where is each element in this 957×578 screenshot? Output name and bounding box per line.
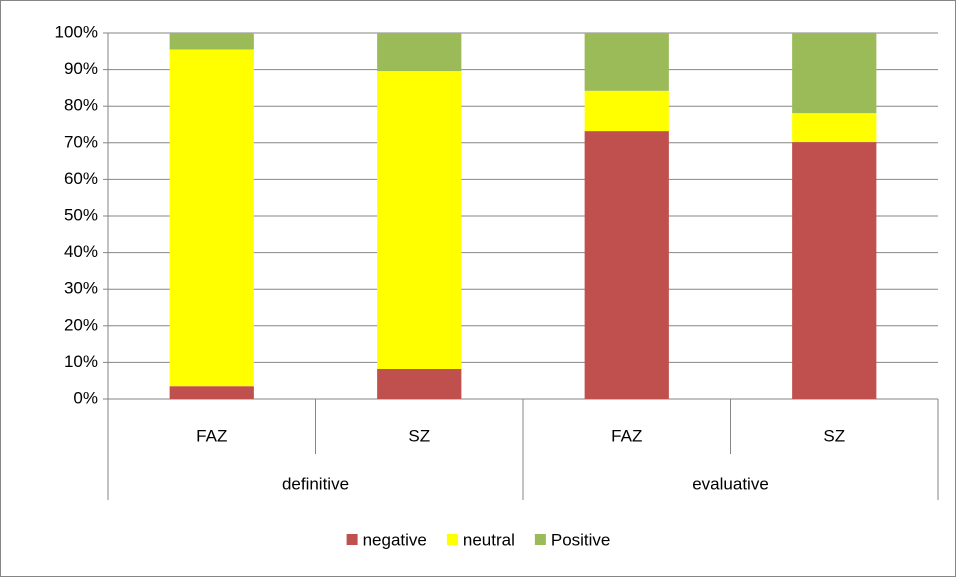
legend-swatch [346, 534, 358, 545]
legend-swatch [534, 534, 546, 545]
x-tick-label: FAZ [196, 426, 227, 445]
x-group-label: definitive [282, 474, 349, 493]
y-tick-label: 40% [64, 242, 98, 261]
bar-segment [377, 368, 462, 399]
y-tick-label: 30% [64, 279, 98, 298]
y-tick-label: 90% [64, 59, 98, 78]
y-tick-label: 100% [55, 22, 98, 41]
legend-label: neutral [463, 530, 515, 549]
bar-segment [377, 33, 462, 72]
bar-segment [792, 113, 877, 143]
bar-segment [377, 71, 462, 369]
legend-label: Positive [551, 530, 611, 549]
bar-segment [169, 386, 254, 399]
legend-label: negative [363, 530, 427, 549]
y-tick-label: 50% [64, 205, 98, 224]
x-tick-label: SZ [823, 426, 845, 445]
y-tick-label: 80% [64, 96, 98, 115]
bar-segment [584, 131, 669, 399]
y-tick-label: 10% [64, 352, 98, 371]
bar-segment [584, 90, 669, 132]
bar-segment [169, 33, 254, 50]
y-tick-label: 0% [73, 388, 98, 407]
bar-segment [584, 33, 669, 91]
y-tick-label: 70% [64, 132, 98, 151]
bar-segment [792, 142, 877, 399]
bar-segment [169, 49, 254, 387]
legend-swatch [446, 534, 458, 545]
x-tick-label: SZ [408, 426, 430, 445]
x-tick-label: FAZ [611, 426, 642, 445]
y-tick-label: 60% [64, 169, 98, 188]
y-tick-label: 20% [64, 315, 98, 334]
x-group-label: evaluative [692, 474, 769, 493]
bar-segment [792, 33, 877, 114]
